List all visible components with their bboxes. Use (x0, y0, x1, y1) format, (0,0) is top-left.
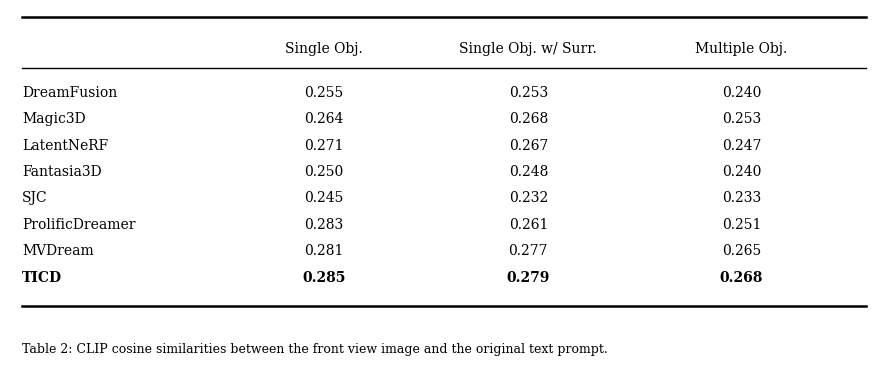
Text: 0.253: 0.253 (722, 112, 761, 126)
Text: 0.283: 0.283 (305, 218, 344, 232)
Text: Fantasia3D: Fantasia3D (22, 165, 102, 179)
Text: 0.251: 0.251 (722, 218, 761, 232)
Text: 0.264: 0.264 (305, 112, 344, 126)
Text: 0.240: 0.240 (722, 165, 761, 179)
Text: 0.255: 0.255 (305, 86, 344, 100)
Text: Table 2: CLIP cosine similarities between the front view image and the original : Table 2: CLIP cosine similarities betwee… (22, 343, 608, 356)
Text: 0.277: 0.277 (509, 244, 548, 258)
Text: 0.268: 0.268 (720, 271, 763, 285)
Text: Single Obj.: Single Obj. (285, 43, 363, 56)
Text: 0.232: 0.232 (509, 192, 548, 206)
Text: Multiple Obj.: Multiple Obj. (695, 43, 788, 56)
Text: 0.245: 0.245 (305, 192, 344, 206)
Text: 0.253: 0.253 (509, 86, 548, 100)
Text: ProlificDreamer: ProlificDreamer (22, 218, 136, 232)
Text: 0.248: 0.248 (509, 165, 548, 179)
Text: LatentNeRF: LatentNeRF (22, 139, 108, 153)
Text: 0.233: 0.233 (722, 192, 761, 206)
Text: 0.247: 0.247 (722, 139, 761, 153)
Text: 0.240: 0.240 (722, 86, 761, 100)
Text: 0.268: 0.268 (509, 112, 548, 126)
Text: 0.279: 0.279 (507, 271, 550, 285)
Text: MVDream: MVDream (22, 244, 94, 258)
Text: 0.267: 0.267 (509, 139, 548, 153)
Text: 0.265: 0.265 (722, 244, 761, 258)
Text: 0.285: 0.285 (303, 271, 345, 285)
Text: 0.250: 0.250 (305, 165, 344, 179)
Text: Single Obj. w/ Surr.: Single Obj. w/ Surr. (459, 43, 598, 56)
Text: 0.271: 0.271 (305, 139, 344, 153)
Text: 0.261: 0.261 (509, 218, 548, 232)
Text: Magic3D: Magic3D (22, 112, 86, 126)
Text: DreamFusion: DreamFusion (22, 86, 117, 100)
Text: TICD: TICD (22, 271, 62, 285)
Text: 0.281: 0.281 (305, 244, 344, 258)
Text: SJC: SJC (22, 192, 48, 206)
